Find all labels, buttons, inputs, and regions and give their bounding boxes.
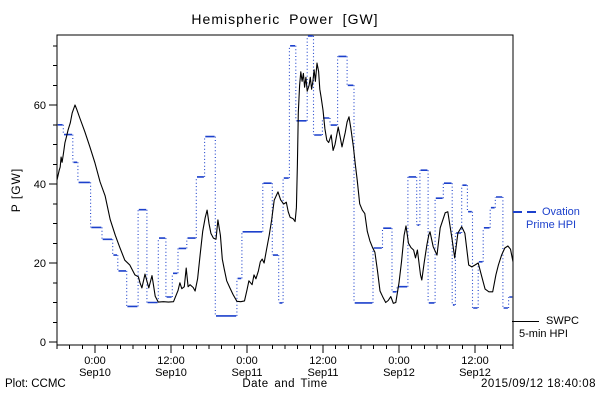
x-tick-date-label: Sep10 xyxy=(79,367,111,379)
x-tick-time-label: 0:00 xyxy=(236,355,257,367)
legend-swpc-line1: SWPC xyxy=(546,315,579,327)
y-tick-label: 20 xyxy=(34,258,46,270)
ovation-series-connectors xyxy=(62,35,510,316)
swpc-series-line xyxy=(56,62,514,304)
y-tick-label: 60 xyxy=(34,100,46,112)
y-tick-label: 0 xyxy=(40,337,46,349)
x-tick-date-label: Sep10 xyxy=(155,367,187,379)
timestamp: 2015/09/12 18:40:08 xyxy=(480,378,596,390)
legend-ovation: Ovation Prime HPI xyxy=(513,206,580,231)
y-tick-label: 40 xyxy=(34,179,46,191)
legend-swpc-line2: 5-min HPI xyxy=(519,327,568,340)
x-tick-date-label: Sep12 xyxy=(459,367,491,379)
legend-swpc: SWPC 5-min HPI xyxy=(512,315,579,340)
x-tick-time-label: 12:00 xyxy=(309,355,337,367)
plot-credit: Plot: CCMC xyxy=(5,378,66,390)
chart-title: Hemispheric Power [GW] xyxy=(191,11,379,27)
footer-row: Plot: CCMC Date and Time 2015/09/12 18:4… xyxy=(0,378,600,394)
plot-frame xyxy=(56,34,514,346)
x-tick-date-label: Sep12 xyxy=(383,367,415,379)
x-tick-time-label: 12:00 xyxy=(157,355,185,367)
x-tick-time-label: 12:00 xyxy=(461,355,489,367)
x-tick-date-label: Sep11 xyxy=(232,367,263,379)
ovation-legend-dash-icon xyxy=(527,211,536,214)
legend-ovation-line2: Prime HPI xyxy=(526,218,577,231)
legend-ovation-line1: Ovation xyxy=(542,206,580,218)
x-axis-label: Date and Time xyxy=(242,378,328,390)
y-axis-label: P [GW] xyxy=(9,167,23,213)
swpc-legend-line-icon xyxy=(512,320,539,322)
x-tick-time-label: 0:00 xyxy=(84,355,105,367)
x-tick-date-label: Sep11 xyxy=(308,367,339,379)
ovation-legend-dash-icon xyxy=(513,211,522,214)
ovation-series-line xyxy=(57,35,513,317)
x-tick-time-label: 0:00 xyxy=(388,355,409,367)
